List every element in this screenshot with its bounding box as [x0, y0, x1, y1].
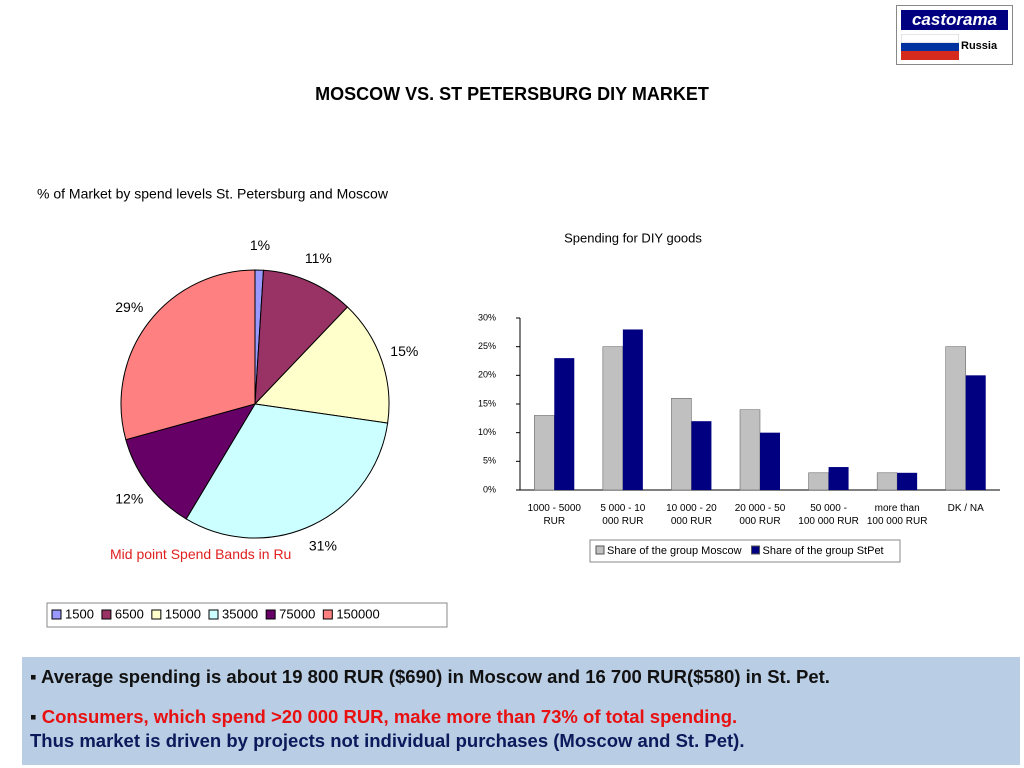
pie-label: 11%: [305, 250, 332, 266]
legend-label: 6500: [115, 606, 144, 621]
y-tick-label: 15%: [478, 398, 496, 408]
legend-swatch: [208, 609, 219, 620]
legend-label: 15000: [165, 606, 201, 621]
bar: [828, 467, 849, 490]
bullet: ▪ Consumers, which spend >20 000 RUR, ma…: [30, 706, 745, 751]
notes-box: ▪ Average spending is about 19 800 RUR (…: [22, 657, 1020, 765]
y-tick-label: 10%: [478, 427, 496, 437]
bullet-text: Consumers, which spend >20 000 RUR, make…: [41, 706, 738, 727]
bar: [945, 346, 966, 491]
x-tick-label: more than 100 000 RUR: [867, 503, 928, 527]
bar: [602, 346, 624, 491]
slide-title: MOSCOW VS. ST PETERSBURG DIY MARKET: [315, 84, 709, 104]
y-tick-label: 30%: [478, 312, 496, 322]
pie-label: 29%: [115, 299, 143, 315]
legend-swatch: [265, 609, 276, 620]
bar: [897, 472, 918, 490]
pie-title: % of Market by spend levels St. Petersbu…: [37, 186, 389, 202]
y-tick-label: 5%: [483, 456, 496, 466]
bar-legend: [589, 539, 901, 563]
x-tick-label: 10 000 - 20 000 RUR: [666, 503, 717, 527]
pie-subtitle: Mid point Spend Bands in Ru: [110, 546, 292, 562]
bullet-text: Thus market is driven by projects not in…: [30, 730, 745, 751]
pie-label: 12%: [115, 490, 143, 506]
bar: [808, 472, 829, 491]
pie-slice: [254, 269, 349, 406]
x-tick-label: 20 000 - 50 000 RUR: [735, 503, 786, 527]
legend-label: Share of the group StPet: [763, 545, 884, 557]
pie-label: 1%: [250, 237, 270, 253]
logo-country: Russia: [961, 40, 998, 52]
legend-label: 35000: [222, 606, 258, 621]
logo-name: castorama: [901, 10, 1008, 30]
legend-swatch: [101, 609, 112, 620]
bar: [876, 472, 898, 491]
pie-slice: [185, 403, 389, 539]
legend-label: Share of the group Moscow: [607, 545, 742, 557]
logo: castorama Russia: [896, 5, 1013, 65]
legend-swatch: [322, 609, 333, 620]
legend-label: 150000: [336, 606, 379, 621]
bar-title: Spending for DIY goods: [564, 230, 702, 245]
pie-label: 31%: [309, 537, 337, 553]
y-tick-label: 0%: [483, 484, 496, 494]
pie-slice: [120, 269, 256, 441]
charts: % of Market by spend levels St. Petersbu…: [37, 186, 1000, 628]
x-tick-label: 50 000 -100 000 RUR: [798, 503, 859, 527]
bar: [622, 329, 643, 490]
pie-slice: [125, 403, 257, 520]
bar: [671, 398, 692, 491]
bar: [691, 421, 712, 490]
pie-slice: [253, 306, 390, 424]
bar: [760, 432, 780, 490]
bullet: ▪ Average spending is about 19 800 RUR (…: [30, 666, 830, 687]
bullet-text: Average spending is about 19 800 RUR ($6…: [41, 666, 830, 687]
bar: [965, 375, 986, 490]
bar: [554, 358, 575, 490]
legend-label: 1500: [65, 606, 94, 621]
flag: [901, 34, 959, 60]
pie-legend: [46, 602, 448, 628]
x-tick-label: 5 000 - 10 000 RUR: [600, 503, 645, 527]
bar: [739, 409, 761, 491]
y-tick-label: 25%: [478, 341, 496, 351]
x-tick-label: 1000 - 5000 RUR: [528, 503, 582, 527]
legend-label: 75000: [279, 606, 315, 621]
legend-swatch: [151, 609, 162, 620]
legend-swatch: [595, 545, 605, 555]
pie-label: 15%: [390, 343, 418, 359]
x-tick-label: DK / NA: [948, 503, 984, 514]
legend-swatch: [51, 609, 62, 620]
bar: [534, 415, 555, 491]
y-tick-label: 20%: [478, 370, 496, 380]
legend-swatch: [751, 545, 761, 555]
